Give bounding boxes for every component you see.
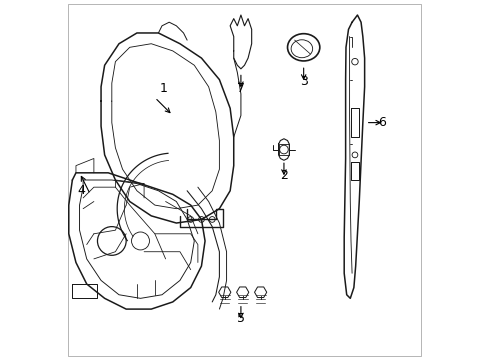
Text: 7: 7 bbox=[236, 82, 244, 95]
Text: 3: 3 bbox=[299, 75, 307, 88]
Text: 4: 4 bbox=[77, 184, 85, 197]
Text: 1: 1 bbox=[160, 82, 167, 95]
Text: 2: 2 bbox=[280, 169, 287, 182]
Text: 6: 6 bbox=[377, 116, 385, 129]
Text: 5: 5 bbox=[236, 312, 244, 325]
